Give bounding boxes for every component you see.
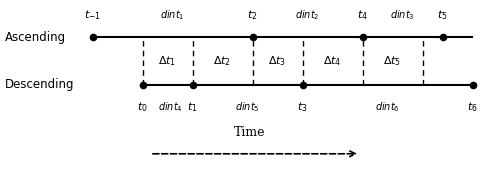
Text: $t_4$: $t_4$ (357, 8, 368, 22)
Text: $t_6$: $t_6$ (467, 100, 478, 114)
Text: Time: Time (234, 126, 266, 139)
Text: $dint_3$: $dint_3$ (390, 8, 415, 22)
Text: $\Delta t_3$: $\Delta t_3$ (268, 54, 286, 68)
Text: $dint_6$: $dint_6$ (375, 100, 400, 114)
Text: $dint_5$: $dint_5$ (235, 100, 260, 114)
Text: $dint_4$: $dint_4$ (158, 100, 182, 114)
Text: $t_3$: $t_3$ (297, 100, 308, 114)
Text: $\Delta t_1$: $\Delta t_1$ (158, 54, 176, 68)
Text: $t_0$: $t_0$ (137, 100, 148, 114)
Text: $\Delta t_4$: $\Delta t_4$ (323, 54, 342, 68)
Text: $\Delta t_2$: $\Delta t_2$ (214, 54, 232, 68)
Text: $t_2$: $t_2$ (247, 8, 258, 22)
Text: $\Delta t_5$: $\Delta t_5$ (384, 54, 402, 68)
Text: Descending: Descending (5, 78, 74, 91)
Text: Ascending: Ascending (5, 31, 66, 44)
Text: $dint_2$: $dint_2$ (296, 8, 320, 22)
Text: $dint_1$: $dint_1$ (160, 8, 185, 22)
Text: $t_{-1}$: $t_{-1}$ (84, 8, 101, 22)
Text: $t_5$: $t_5$ (437, 8, 448, 22)
Text: $t_1$: $t_1$ (187, 100, 198, 114)
